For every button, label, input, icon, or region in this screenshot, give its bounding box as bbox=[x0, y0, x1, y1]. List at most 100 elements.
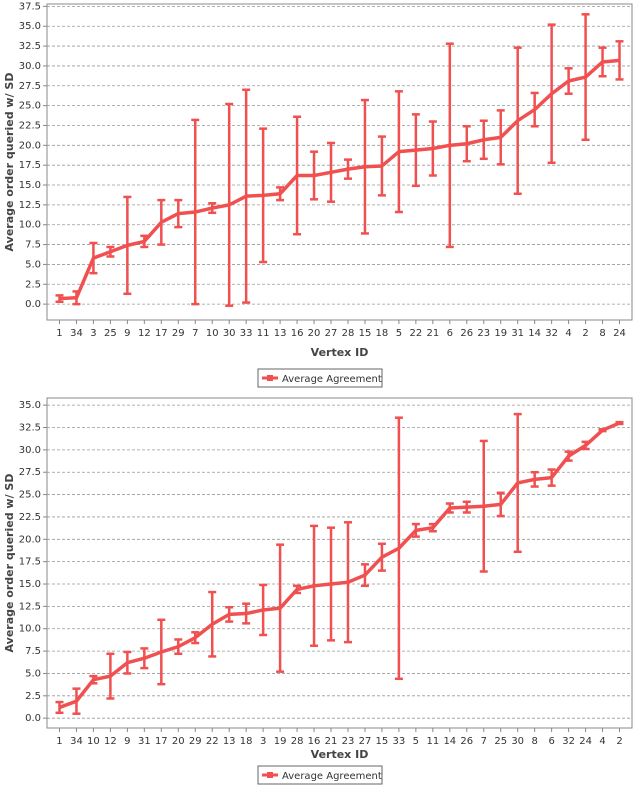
error-bar bbox=[598, 46, 607, 78]
x-tick-label: 24 bbox=[579, 736, 592, 747]
x-tick-label: 3 bbox=[90, 328, 96, 339]
x-tick-label: 15 bbox=[359, 328, 372, 339]
error-bar bbox=[547, 468, 556, 487]
error-bar bbox=[360, 563, 369, 588]
x-tick-label: 5 bbox=[413, 736, 419, 747]
y-tick-label: 35.0 bbox=[19, 21, 41, 32]
error-bar bbox=[564, 450, 573, 462]
x-tick-label: 31 bbox=[138, 736, 151, 747]
error-bar bbox=[615, 420, 624, 426]
error-bar bbox=[428, 120, 437, 177]
legend-marker bbox=[267, 375, 273, 381]
error-bar bbox=[106, 652, 115, 700]
error-bar bbox=[140, 647, 149, 670]
x-tick-label: 28 bbox=[342, 328, 355, 339]
legend-label: Average Agreement bbox=[282, 374, 382, 385]
legend-box bbox=[257, 368, 383, 388]
x-axis-title: Vertex ID bbox=[311, 748, 369, 761]
x-tick-label: 24 bbox=[613, 328, 626, 339]
x-tick-label: 2 bbox=[616, 736, 622, 747]
error-bar bbox=[140, 234, 149, 249]
error-bar bbox=[276, 543, 285, 673]
y-tick-label: 25.0 bbox=[19, 101, 41, 112]
x-tick-label: 4 bbox=[599, 736, 605, 747]
error-bar bbox=[343, 158, 352, 180]
error-bar bbox=[479, 119, 488, 161]
y-tick-label: 5.0 bbox=[25, 668, 41, 679]
legend-label: Average Agreement bbox=[282, 771, 382, 782]
x-tick-label: 33 bbox=[393, 736, 406, 747]
error-bar bbox=[428, 522, 437, 533]
x-tick-label: 16 bbox=[291, 328, 304, 339]
y-tick-label: 17.5 bbox=[19, 557, 41, 568]
x-tick-label: 3 bbox=[260, 736, 266, 747]
x-tick-label: 33 bbox=[240, 328, 253, 339]
x-tick-label: 4 bbox=[565, 328, 571, 339]
x-tick-label: 22 bbox=[206, 736, 219, 747]
error-bar bbox=[411, 113, 420, 188]
x-tick-label: 9 bbox=[124, 736, 130, 747]
x-tick-label: 8 bbox=[599, 328, 605, 339]
x-tick-label: 7 bbox=[192, 328, 198, 339]
error-bar bbox=[445, 502, 454, 514]
x-tick-label: 28 bbox=[291, 736, 304, 747]
error-bar bbox=[259, 127, 268, 264]
error-bar bbox=[310, 524, 319, 647]
y-axis-title: Average order queried w/ SD bbox=[3, 474, 16, 653]
error-bar bbox=[191, 118, 200, 306]
x-tick-label: 6 bbox=[447, 328, 453, 339]
x-tick-label: 30 bbox=[511, 736, 524, 747]
error-bar bbox=[55, 700, 64, 715]
x-tick-label: 18 bbox=[240, 736, 253, 747]
error-bar bbox=[276, 186, 285, 202]
x-tick-label: 23 bbox=[477, 328, 490, 339]
x-tick-label: 29 bbox=[172, 328, 185, 339]
plot-area bbox=[46, 3, 633, 321]
error-bar bbox=[157, 618, 166, 686]
x-tick-label: 6 bbox=[548, 736, 554, 747]
x-tick-label: 34 bbox=[70, 328, 83, 339]
error-bar bbox=[360, 98, 369, 235]
x-tick-label: 17 bbox=[155, 328, 168, 339]
y-tick-label: 32.5 bbox=[19, 41, 41, 52]
x-tick-label: 32 bbox=[562, 736, 575, 747]
error-bar bbox=[242, 88, 251, 304]
y-tick-label: 30.0 bbox=[19, 445, 41, 456]
x-tick-label: 15 bbox=[376, 736, 389, 747]
error-bar bbox=[55, 294, 64, 303]
y-tick-label: 10.0 bbox=[19, 624, 41, 635]
y-tick-label: 27.5 bbox=[19, 81, 41, 92]
y-tick-label: 5.0 bbox=[25, 259, 41, 270]
series-line bbox=[58, 421, 621, 710]
x-tick-label: 11 bbox=[426, 736, 439, 747]
error-bar bbox=[615, 40, 624, 81]
x-tick-label: 34 bbox=[70, 736, 83, 747]
x-tick-label: 10 bbox=[87, 736, 100, 747]
series-line bbox=[59, 58, 620, 301]
error-bar bbox=[394, 416, 403, 681]
error-bar bbox=[72, 687, 81, 715]
error-bar bbox=[225, 102, 234, 307]
y-tick-label: 15.0 bbox=[19, 579, 41, 590]
error-bar bbox=[445, 42, 454, 249]
y-tick-label: 20.0 bbox=[19, 140, 41, 151]
error-bar bbox=[89, 241, 98, 275]
error-bar bbox=[123, 650, 132, 675]
error-bar bbox=[462, 125, 471, 163]
y-tick-label: 17.5 bbox=[19, 160, 41, 171]
error-bar bbox=[208, 590, 217, 658]
x-tick-label: 10 bbox=[206, 328, 219, 339]
error-bar bbox=[496, 491, 505, 518]
error-bar bbox=[462, 500, 471, 514]
y-tick-label: 30.0 bbox=[19, 61, 41, 72]
error-bar bbox=[106, 245, 115, 258]
x-tick-label: 32 bbox=[545, 328, 558, 339]
x-tick-label: 5 bbox=[396, 328, 402, 339]
error-bar bbox=[293, 584, 302, 595]
x-tick-label: 12 bbox=[104, 736, 117, 747]
x-tick-label: 27 bbox=[359, 736, 372, 747]
y-tick-label: 25.0 bbox=[19, 490, 41, 501]
y-axis-title: Average order queried w/ SD bbox=[3, 73, 16, 252]
error-bar bbox=[208, 202, 217, 215]
error-bar bbox=[547, 23, 556, 165]
